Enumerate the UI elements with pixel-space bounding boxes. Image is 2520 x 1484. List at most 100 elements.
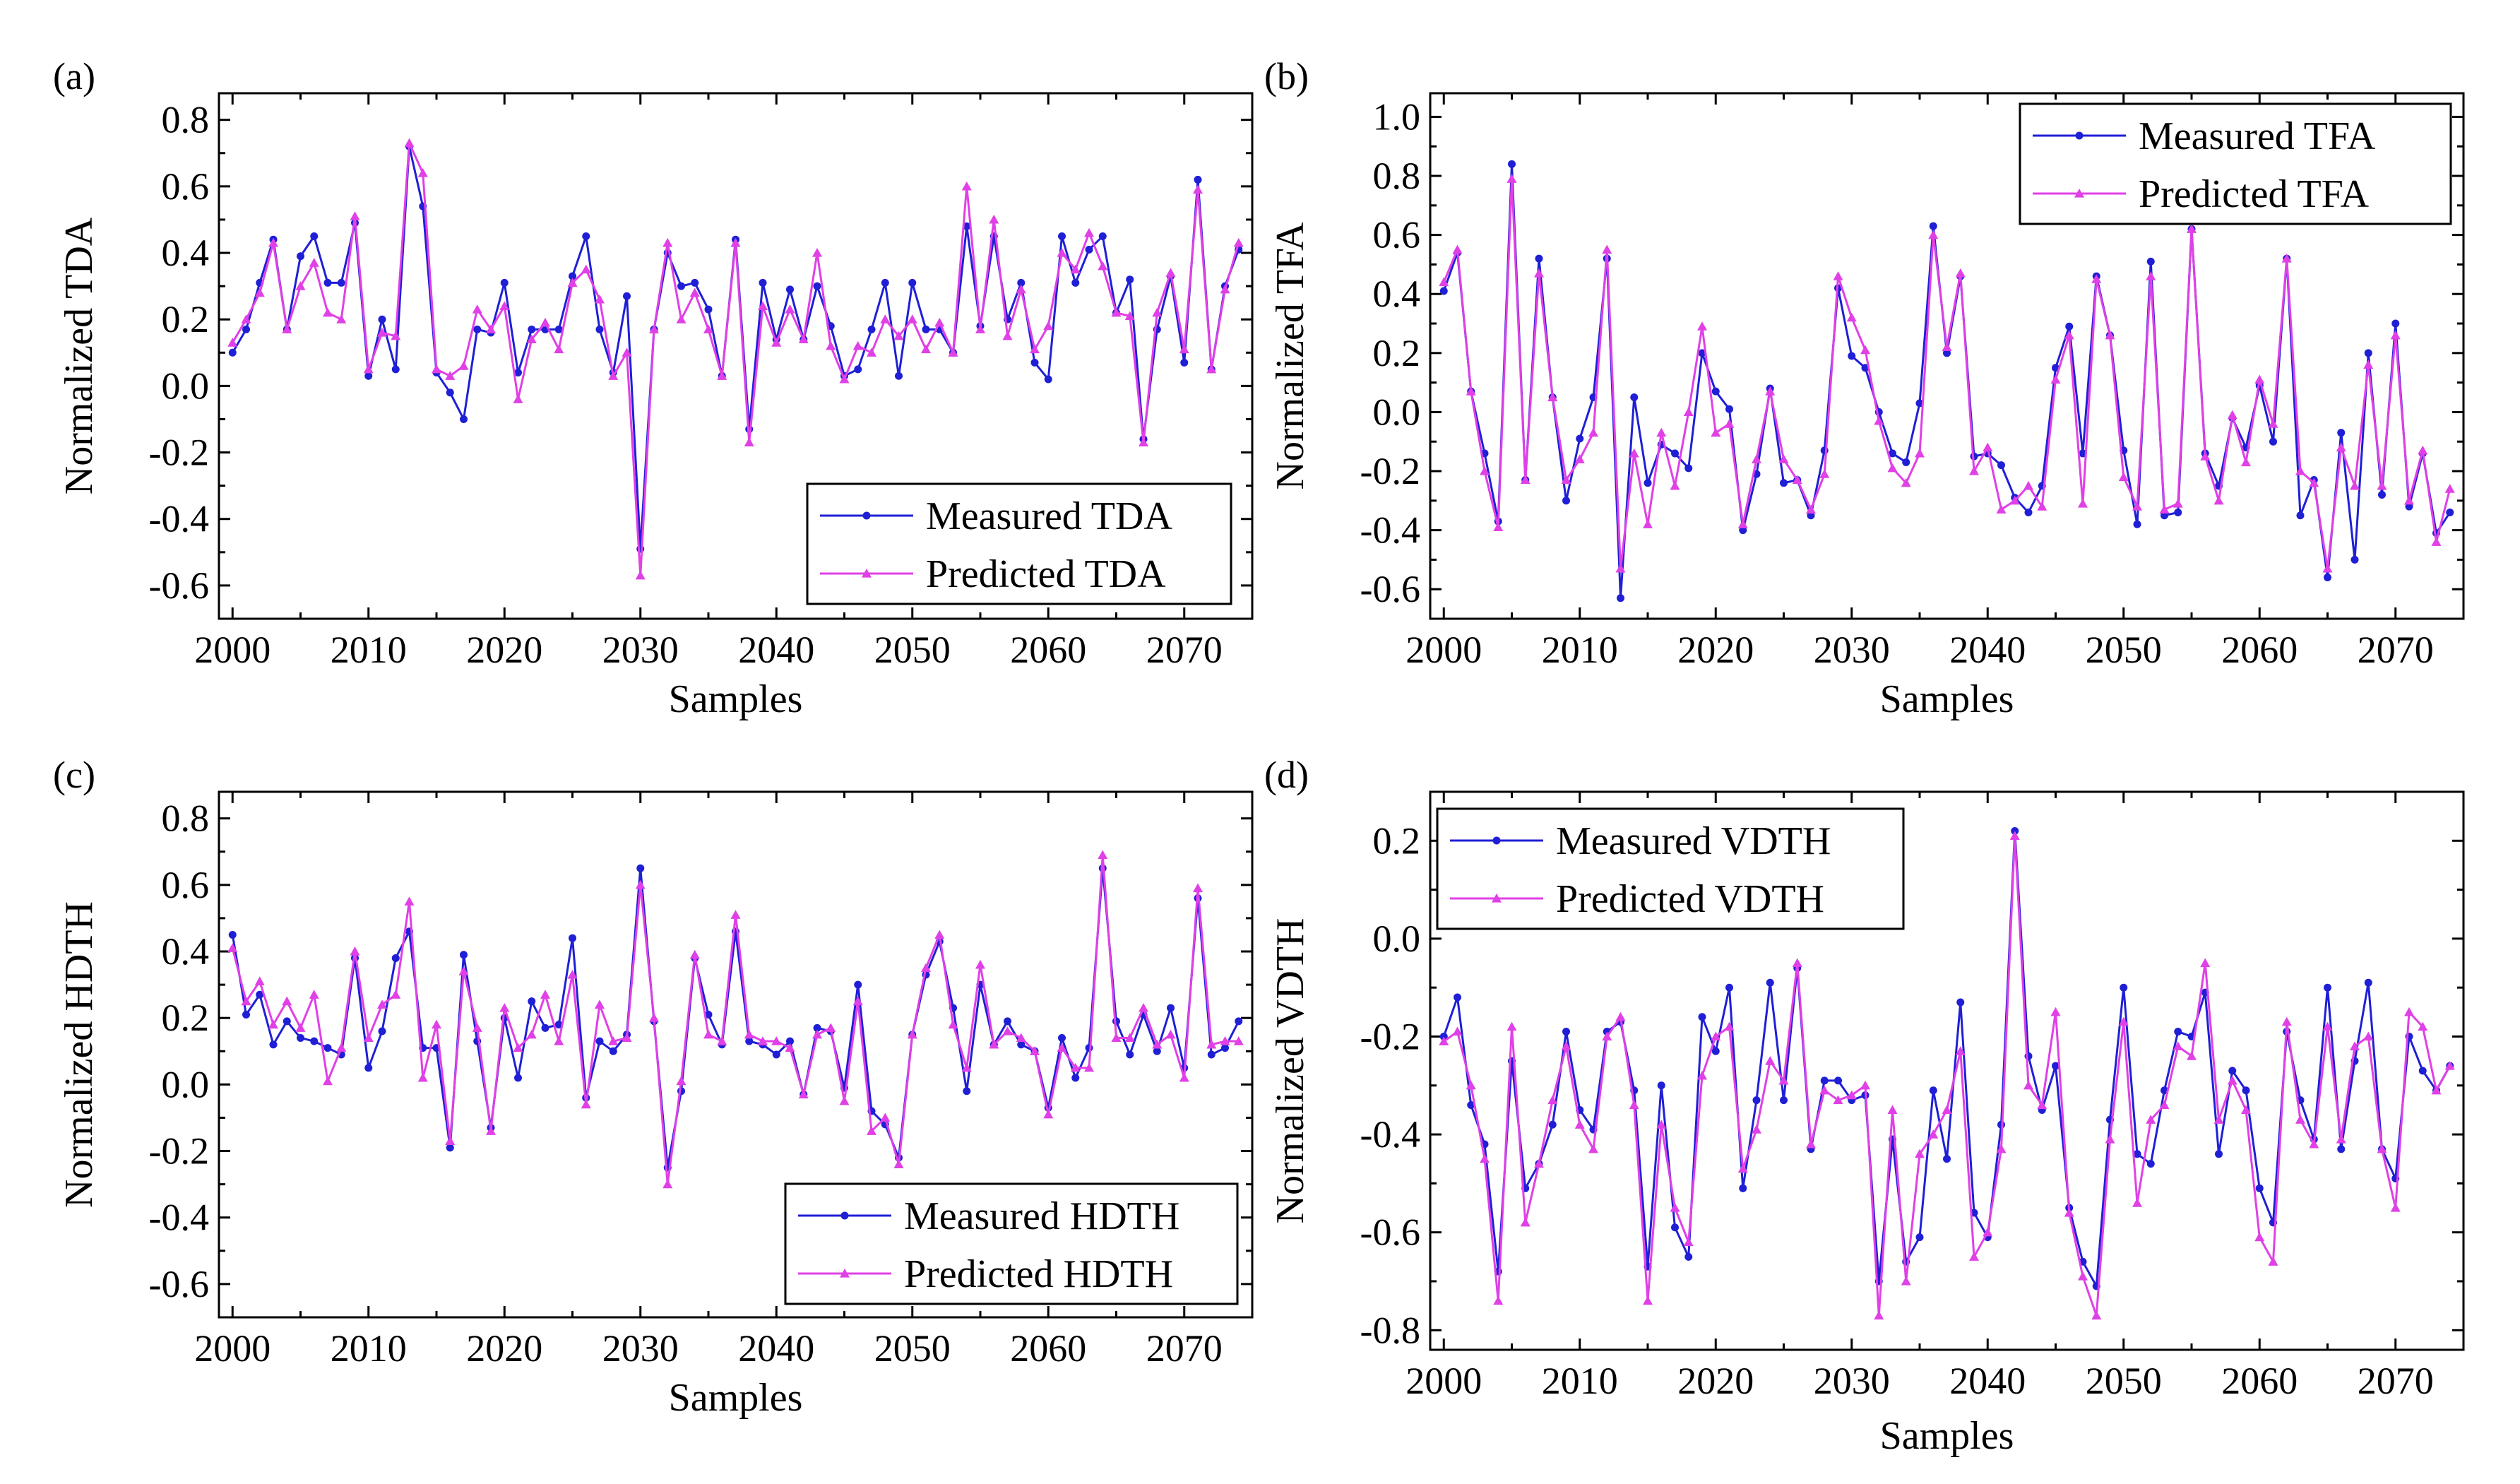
x-tick-label: 2050 [874,629,951,671]
y-tick-label: 0.2 [1373,332,1421,374]
legend-box [784,1182,1239,1305]
x-tick-label: 2010 [1542,1360,1618,1402]
data-point [2174,509,2182,517]
series-predicted [227,850,1244,1189]
data-point [2120,983,2128,992]
x-tick-label: 2040 [1949,629,2026,671]
data-point [758,301,768,310]
y-tick-label: -0.4 [1360,1113,1420,1156]
legend-marker [2075,131,2084,140]
data-point [513,1043,523,1052]
data-point [1656,427,1667,437]
data-point [1765,1056,1776,1065]
x-tick-label: 2060 [2221,629,2298,671]
data-point [2336,1134,2346,1144]
y-tick-label: 0.8 [162,797,210,840]
chart-panel-c: 2000 2010 2020 2030 2040 2050 2060 2070 -0.6 -0.4… [53,754,1254,1420]
data-point [2037,501,2048,511]
legend-box [1436,807,1905,930]
data-point [283,1017,291,1026]
chart-panel-b: 2000 2010 2020 2030 2040 2050 2060 2070 -0.6 -0.4… [1264,55,2465,721]
data-point [323,278,332,287]
legend-label: Measured HDTH [904,1194,1179,1238]
data-point [2254,1232,2265,1242]
data-point [608,1036,619,1045]
y-tick-label: -0.2 [1360,450,1420,492]
data-point [1683,407,1694,417]
data-point [1574,454,1585,463]
data-point [1629,1100,1639,1110]
data-point [813,1023,821,1032]
data-point [1508,160,1516,168]
x-tick-label: 2020 [466,1327,542,1370]
data-point [554,1036,564,1045]
legend-box [806,482,1232,605]
data-point [1901,477,1911,487]
data-point [1439,277,1449,287]
data-point [323,1044,332,1052]
data-point [771,338,782,347]
data-point [228,348,237,357]
series-measured [1439,160,2454,602]
data-point [2322,563,2333,573]
data-point [1955,1046,1966,1055]
data-point [486,324,496,333]
data-point [1848,352,1856,360]
plot-frame [1429,790,2465,1351]
panel-label: (b) [1264,55,1309,97]
x-tick-label: 2070 [1146,1327,1223,1370]
data-point [499,301,510,310]
data-point [649,324,659,333]
data-point [2174,1028,2182,1036]
data-point [391,990,401,999]
x-tick-label: 2000 [1405,1360,1482,1402]
legend-label: Measured TFA [2139,114,2376,158]
data-point [297,252,304,261]
x-tick-label: 2010 [331,629,407,671]
data-point [1044,375,1052,384]
data-point [1955,268,1966,278]
data-point [295,281,306,290]
y-tick-label: -0.2 [149,1130,209,1173]
data-point [569,272,576,280]
y-axis-title: Normalized TDA [57,217,101,494]
data-point [2242,1086,2250,1095]
data-point [2037,1100,2048,1110]
legend-label: Predicted HDTH [904,1252,1173,1296]
data-point [404,138,415,148]
data-point [1070,1062,1081,1072]
data-point [528,325,536,333]
x-tick-label: 2040 [738,1327,814,1370]
data-point [2118,1016,2129,1026]
data-point [1902,458,1910,466]
data-point [1643,1295,1653,1305]
data-point [1778,1075,1789,1085]
legend-label: Predicted TFA [2139,172,2370,216]
data-point [1561,1041,1571,1050]
data-point [1576,434,1584,443]
data-point [1629,448,1639,458]
data-point [310,232,319,240]
data-point [1874,415,1884,425]
legend: Measured TFA Predicted TFA [2019,102,2452,225]
data-point [867,325,876,333]
data-point [446,1144,454,1152]
data-point [852,340,863,350]
legend: Measured HDTH Predicted HDTH [784,1182,1239,1305]
data-point [514,1074,522,1082]
data-point [1452,244,1463,254]
data-point [2132,501,2142,511]
data-point [975,959,985,969]
x-tick-label: 2020 [466,629,542,671]
data-point [377,999,387,1009]
data-point [1480,466,1490,475]
data-point [867,1126,876,1135]
data-point [649,1013,659,1022]
data-point [1615,1011,1626,1021]
data-point [377,328,387,337]
data-point [1724,1021,1735,1031]
y-tick-label: 0.0 [162,1063,210,1105]
data-point [513,394,523,403]
data-point [1547,392,1558,402]
data-point [2133,520,2141,528]
